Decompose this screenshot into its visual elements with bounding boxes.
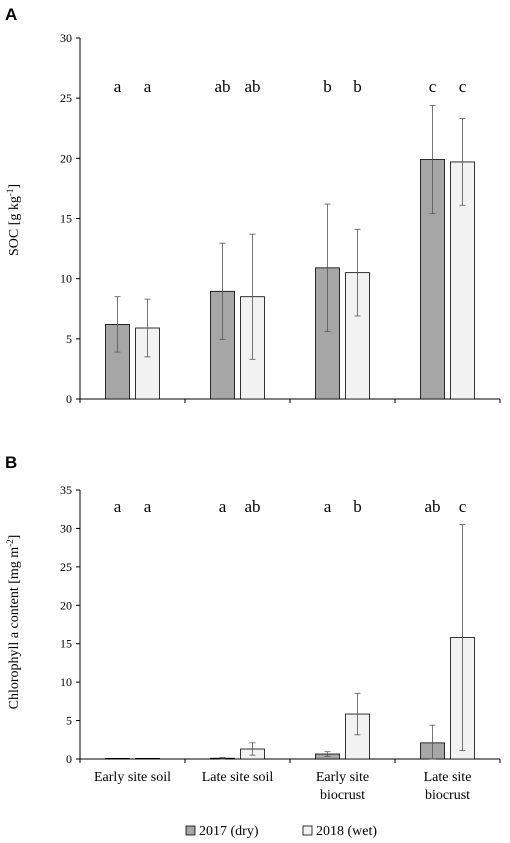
bar [105, 758, 130, 760]
legend-label-2017: 2017 (dry) [199, 824, 259, 839]
panel-a-letter: A [5, 5, 17, 24]
x-category-label: biocrust [320, 788, 365, 803]
legend-label-2018: 2018 (wet) [316, 824, 377, 839]
x-category-label: Early site [316, 770, 369, 785]
bar [135, 327, 160, 400]
y-tick-label: 35 [60, 483, 72, 497]
significance-letter: a [114, 77, 122, 96]
y-tick-label: 0 [66, 752, 72, 766]
legend: 2017 (dry) 2018 (wet) [185, 824, 377, 839]
panel-b-letter: B [5, 453, 17, 472]
y-tick-label: 15 [60, 637, 72, 651]
significance-letter: a [324, 497, 332, 516]
y-tick-label: 10 [60, 272, 72, 286]
panel-a-y-axis-label: SOC [g kg-1] [5, 184, 22, 256]
panel-b-y-axis-label: Chlorophyll a content [mg m-2] [5, 535, 22, 710]
y-tick-label: 20 [60, 151, 72, 165]
y-tick-label: 15 [60, 212, 72, 226]
significance-letter: a [219, 497, 227, 516]
y-tick-label: 5 [66, 714, 72, 728]
significance-letter: b [353, 77, 362, 96]
y-tick-label: 25 [60, 91, 72, 105]
significance-letter: c [429, 77, 437, 96]
significance-letter: ab [214, 77, 230, 96]
significance-letter: b [353, 497, 362, 516]
y-tick-label: 30 [60, 521, 72, 535]
significance-letter: a [144, 497, 152, 516]
legend-swatch-2018 [302, 825, 313, 836]
x-category-label: biocrust [425, 788, 470, 803]
y-tick-label: 25 [60, 560, 72, 574]
significance-letter: ab [244, 497, 260, 516]
y-tick-label: 0 [66, 392, 72, 406]
significance-letter: c [459, 497, 467, 516]
significance-letter: a [114, 497, 122, 516]
y-tick-label: 5 [66, 332, 72, 346]
significance-letter: ab [424, 497, 440, 516]
significance-letter: b [323, 77, 332, 96]
panel-a-chart: 0 5 10 15 20 25 30 a a ab ab b b c c [60, 31, 501, 406]
x-category-label: Late site soil [202, 770, 274, 785]
legend-swatch-2017 [185, 825, 196, 836]
y-tick-label: 20 [60, 598, 72, 612]
y-tick-label: 10 [60, 675, 72, 689]
x-category-label: Early site soil [94, 770, 171, 785]
x-category-label: Late site [424, 770, 472, 785]
significance-letter: ab [244, 77, 260, 96]
y-tick-label: 30 [60, 31, 72, 45]
significance-letter: c [459, 77, 467, 96]
significance-letter: a [144, 77, 152, 96]
bar [135, 758, 160, 760]
